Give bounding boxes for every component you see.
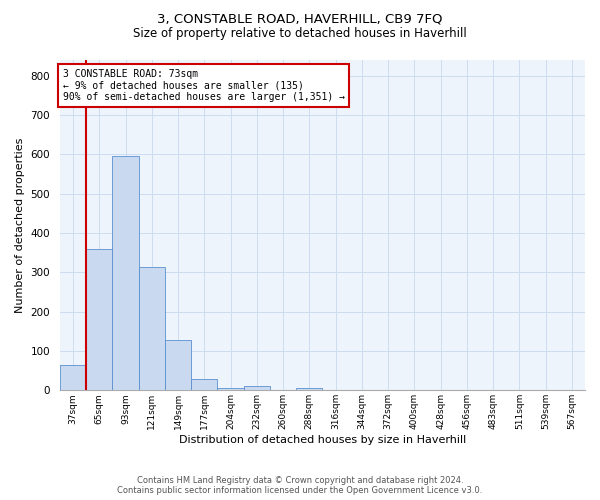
Text: Contains HM Land Registry data © Crown copyright and database right 2024.
Contai: Contains HM Land Registry data © Crown c… [118,476,482,495]
Bar [244,386,270,390]
Bar [165,340,191,390]
Bar [60,364,86,390]
Bar [296,388,322,390]
Bar [112,156,139,390]
Y-axis label: Number of detached properties: Number of detached properties [15,138,25,313]
Bar [217,388,244,390]
Text: Size of property relative to detached houses in Haverhill: Size of property relative to detached ho… [133,28,467,40]
Text: 3 CONSTABLE ROAD: 73sqm
← 9% of detached houses are smaller (135)
90% of semi-de: 3 CONSTABLE ROAD: 73sqm ← 9% of detached… [62,69,344,102]
Text: 3, CONSTABLE ROAD, HAVERHILL, CB9 7FQ: 3, CONSTABLE ROAD, HAVERHILL, CB9 7FQ [157,12,443,26]
Bar [86,248,112,390]
X-axis label: Distribution of detached houses by size in Haverhill: Distribution of detached houses by size … [179,435,466,445]
Bar [191,380,217,390]
Bar [139,267,165,390]
